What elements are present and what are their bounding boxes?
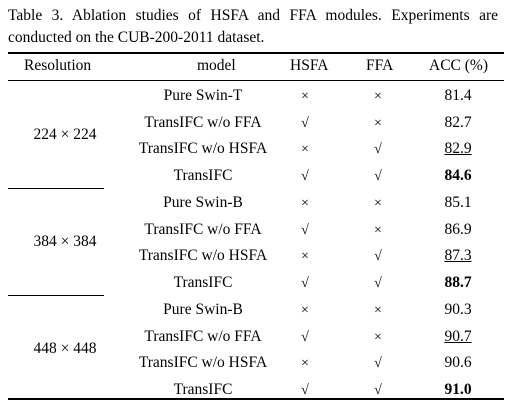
acc-cell: 90.7: [444, 327, 472, 345]
header-resolution: Resolution: [24, 57, 92, 74]
table-top-rule: [8, 52, 504, 54]
ffa-mark: √: [374, 142, 382, 158]
acc-cell: 86.9: [444, 220, 472, 238]
ffa-mark: √: [374, 168, 382, 184]
resolution-label: 448 × 448: [33, 340, 97, 358]
hsfa-mark: ×: [301, 142, 309, 158]
acc-cell: 84.6: [444, 166, 472, 184]
table-header-rule: [8, 80, 504, 81]
ffa-mark: ×: [374, 89, 382, 104]
hsfa-mark: ×: [301, 249, 309, 265]
model-cell: TransIFC w/o FFA: [144, 220, 262, 238]
acc-cell: 81.4: [444, 87, 472, 104]
ffa-mark: √: [374, 356, 382, 372]
acc-cell: 87.3: [444, 247, 472, 265]
acc-cell: 82.9: [444, 140, 472, 158]
model-cell: TransIFC w/o HSFA: [138, 354, 268, 372]
ffa-mark: ×: [374, 222, 382, 238]
hsfa-mark: √: [301, 222, 309, 238]
model-cell: TransIFC w/o HSFA: [138, 247, 268, 265]
ffa-mark: ×: [374, 329, 382, 345]
model-cell: TransIFC w/o FFA: [144, 113, 262, 131]
hsfa-mark: ×: [301, 356, 309, 372]
acc-cell: 90.6: [444, 354, 472, 372]
resolution-label: 384 × 384: [33, 233, 97, 251]
hsfa-mark: √: [301, 275, 309, 291]
hsfa-mark: √: [301, 168, 309, 184]
model-cell: Pure Swin-B: [163, 194, 243, 211]
acc-cell: 90.3: [444, 301, 472, 318]
acc-cell: 91.0: [444, 380, 472, 398]
group-separator-rule: [8, 188, 104, 189]
ffa-mark: ×: [374, 115, 382, 131]
ffa-mark: √: [374, 382, 382, 398]
group-separator-rule: [8, 295, 104, 296]
ffa-mark: ×: [374, 196, 382, 211]
hsfa-mark: ×: [301, 303, 309, 318]
acc-cell: 85.1: [444, 194, 472, 211]
header-hsfa: HSFA: [290, 57, 329, 74]
ffa-mark: √: [374, 249, 382, 265]
hsfa-mark: √: [301, 115, 309, 131]
hsfa-mark: ×: [301, 89, 309, 104]
hsfa-mark: √: [301, 329, 309, 345]
header-ffa: FFA: [366, 57, 394, 74]
acc-cell: 88.7: [444, 273, 472, 291]
model-cell: TransIFC w/o FFA: [144, 327, 262, 345]
hsfa-mark: ×: [301, 196, 309, 211]
model-cell: TransIFC: [173, 166, 233, 184]
model-cell: TransIFC: [173, 273, 233, 291]
resolution-label: 224 × 224: [33, 126, 97, 144]
table-caption: Table 3. Ablation studies of HSFA and FF…: [8, 7, 498, 46]
ablation-table: Resolution model HSFA FFA ACC (%) 224 × …: [8, 52, 504, 400]
table-bottom-rule: [8, 398, 504, 400]
model-cell: TransIFC w/o HSFA: [138, 140, 268, 158]
header-model: model: [197, 57, 236, 74]
acc-cell: 82.7: [444, 113, 472, 131]
model-cell: TransIFC: [173, 380, 233, 398]
model-cell: Pure Swin-B: [163, 301, 243, 318]
ffa-mark: ×: [374, 303, 382, 318]
header-acc: ACC (%): [429, 57, 488, 74]
model-cell: Pure Swin-T: [163, 87, 243, 104]
ffa-mark: √: [374, 275, 382, 291]
hsfa-mark: √: [301, 382, 309, 398]
